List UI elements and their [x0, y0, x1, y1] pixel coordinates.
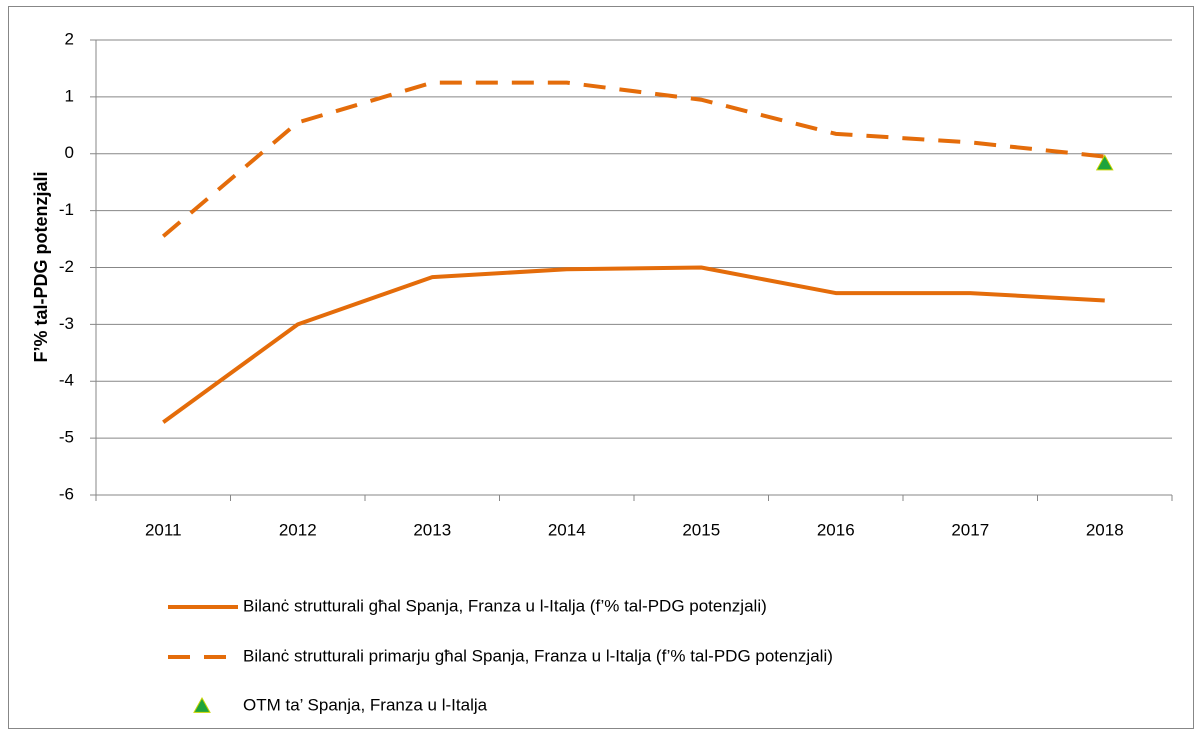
chart-frame — [8, 6, 1194, 729]
y-axis-label: F’% tal-PDG potenzjali — [31, 171, 51, 362]
x-tick-label: 2015 — [682, 520, 720, 539]
legend-label: Bilanċ strutturali għal Spanja, Franza u… — [243, 596, 767, 615]
x-tick-label: 2018 — [1086, 520, 1124, 539]
y-tick-label: -6 — [59, 484, 74, 503]
x-tick-label: 2012 — [279, 520, 317, 539]
y-tick-label: 2 — [65, 29, 74, 48]
x-tick-label: 2013 — [413, 520, 451, 539]
legend-label: Bilanċ strutturali primarju għal Spanja,… — [243, 646, 833, 665]
y-tick-label: 0 — [65, 143, 74, 162]
x-tick-label: 2014 — [548, 520, 586, 539]
y-tick-label: -2 — [59, 257, 74, 276]
y-tick-label: -3 — [59, 314, 74, 333]
y-tick-label: -1 — [59, 200, 74, 219]
marker — [1095, 154, 1114, 171]
series-line — [161, 80, 1105, 238]
legend-marker — [193, 696, 211, 713]
series-line — [162, 265, 1105, 424]
x-tick-label: 2011 — [145, 520, 182, 539]
y-tick-label: 1 — [65, 86, 74, 105]
y-tick-label: -4 — [59, 371, 74, 390]
x-tick-label: 2016 — [817, 520, 855, 539]
x-tick-label: 2017 — [951, 520, 989, 539]
y-tick-label: -5 — [59, 428, 74, 447]
legend-label: OTM ta’ Spanja, Franza u l-Italja — [243, 695, 488, 714]
